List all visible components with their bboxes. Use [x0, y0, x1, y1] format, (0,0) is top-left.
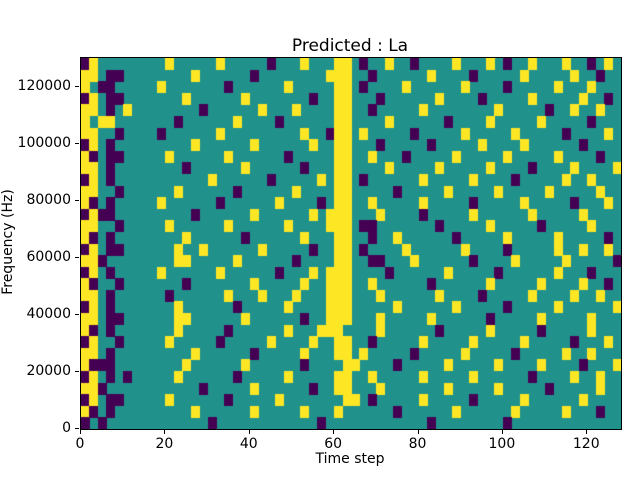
y-tick-mark [75, 256, 79, 258]
y-tick-label: 60000 [26, 248, 71, 265]
plot-area [80, 57, 622, 430]
y-tick-mark [75, 313, 79, 315]
y-tick-label: 20000 [26, 362, 71, 379]
y-tick-label: 0 [62, 420, 71, 436]
x-tick-label: 100 [488, 436, 516, 452]
x-tick-mark [586, 430, 588, 434]
x-tick-mark [417, 430, 419, 434]
x-tick-mark [164, 430, 166, 434]
x-tick-mark [248, 430, 250, 434]
y-tick-label: 80000 [26, 191, 71, 208]
y-tick-mark [75, 85, 79, 87]
x-tick-label: 40 [239, 436, 258, 452]
x-tick-label: 120 [572, 436, 600, 452]
x-tick-label: 20 [155, 436, 174, 452]
x-tick-mark [80, 430, 81, 434]
heatmap-canvas [81, 58, 621, 429]
y-tick-label: 100000 [17, 134, 71, 151]
x-tick-mark [333, 430, 335, 434]
y-tick-mark [75, 370, 79, 372]
y-tick-label: 40000 [26, 305, 71, 322]
y-tick-mark [75, 199, 79, 201]
x-axis-label: Time step [315, 451, 385, 467]
chart-title: Predicted : La [291, 36, 409, 56]
x-tick-label: 60 [324, 436, 343, 452]
x-tick-label: 0 [75, 436, 85, 452]
y-tick-mark [75, 142, 79, 144]
x-tick-mark [501, 430, 503, 434]
x-tick-label: 80 [408, 436, 427, 452]
y-tick-label: 120000 [17, 77, 71, 94]
y-tick-mark [75, 428, 79, 429]
